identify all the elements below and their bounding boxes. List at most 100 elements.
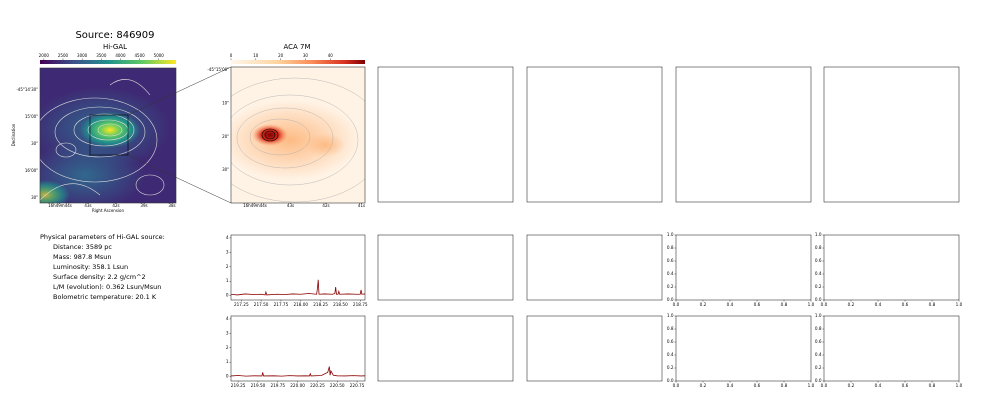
panel-title: Hi-GAL <box>103 43 127 51</box>
x-tick-label: 1.0 <box>808 302 815 307</box>
y-tick-label: 0.6 <box>667 339 674 344</box>
colorbar-tick-label: 30 <box>303 53 309 58</box>
panel-title: ACA 7M <box>283 43 310 51</box>
colorbar-tick-label: 0 <box>230 53 233 58</box>
colorbar-tick-label: 2500 <box>58 53 69 58</box>
x-tick-label: 218.75 <box>353 302 368 307</box>
x-tick-label: 217.50 <box>254 302 269 307</box>
parameter-line: L/M (evolution): 0.362 Lsun/Msun <box>53 283 161 291</box>
y-tick-label: 0.4 <box>815 271 822 276</box>
x-tick-label: 41s <box>358 203 365 208</box>
y-tick-label: -45°14'30" <box>16 87 38 92</box>
x-tick-label: 0.4 <box>875 302 882 307</box>
x-tick-label: 42s <box>322 203 329 208</box>
x-tick-label: 42s <box>112 203 119 208</box>
axes-frame <box>675 234 812 301</box>
y-tick-label: 0.8 <box>815 326 822 331</box>
y-tick-label: 0.2 <box>815 284 822 289</box>
x-tick-label: 0.2 <box>848 302 855 307</box>
y-tick-label: 15'00" <box>25 114 38 119</box>
y-tick-label: 0.6 <box>667 258 674 263</box>
x-tick-label: 0.6 <box>902 302 909 307</box>
y-tick-label: 30" <box>222 167 229 172</box>
x-tick-label: 0.2 <box>700 302 707 307</box>
y-tick-label: 0.8 <box>667 245 674 250</box>
colorbar-tick-label: 5000 <box>154 53 165 58</box>
y-tick-label: 30" <box>31 195 38 200</box>
parameter-line: Mass: 987.8 Msun <box>53 253 112 261</box>
y-tick-label: 1.0 <box>815 232 822 237</box>
x-tick-label: 219.50 <box>251 383 266 388</box>
x-tick-label: 0.6 <box>754 383 761 388</box>
x-tick-label: 220.75 <box>350 383 365 388</box>
axes-frame <box>675 315 812 382</box>
y-axis-label: Declination <box>11 123 16 146</box>
y-tick-label: 4 <box>226 235 229 240</box>
colorbar-tick-label: 2000 <box>39 53 50 58</box>
x-tick-label: 218.00 <box>293 302 308 307</box>
spectrum-line <box>230 279 366 296</box>
colorbar-tick-label: 10 <box>253 53 259 58</box>
x-tick-label: 1.0 <box>956 383 963 388</box>
x-tick-label: 220.25 <box>310 383 325 388</box>
y-tick-label: 3 <box>226 330 229 335</box>
colorbar <box>231 60 365 64</box>
x-tick-label: 0.8 <box>929 383 936 388</box>
y-tick-label: 0.2 <box>667 284 674 289</box>
y-tick-label: 0.0 <box>815 297 822 302</box>
x-tick-label: 0.0 <box>821 302 828 307</box>
y-tick-label: 4 <box>226 316 229 321</box>
y-tick-label: 0.0 <box>667 378 674 383</box>
x-tick-label: 0.4 <box>727 302 734 307</box>
parameter-line: Bolometric temperature: 20.1 K <box>53 293 157 301</box>
y-tick-label: 0.4 <box>667 352 674 357</box>
x-tick-label: 217.25 <box>234 302 249 307</box>
axes-frame <box>823 315 960 382</box>
y-tick-label: 1.0 <box>667 232 674 237</box>
y-tick-label: 0.2 <box>815 365 822 370</box>
x-tick-label: 1.0 <box>956 302 963 307</box>
x-tick-label: 38s <box>168 203 175 208</box>
y-tick-label: 1.0 <box>667 313 674 318</box>
y-tick-label: 0 <box>226 374 229 379</box>
y-tick-label: 0.6 <box>815 339 822 344</box>
y-tick-label: 0.8 <box>667 326 674 331</box>
parameters-heading: Physical parameters of Hi-GAL source: <box>40 233 165 241</box>
x-tick-label: 0.0 <box>821 383 828 388</box>
y-tick-label: 1 <box>226 359 229 364</box>
colorbar-tick-label: 4000 <box>115 53 126 58</box>
colorbar-tick-label: 40 <box>328 53 334 58</box>
figure-title: Source: 846909 <box>75 30 154 41</box>
x-tick-label: 16h49m44s <box>243 203 267 208</box>
y-tick-label: 10" <box>222 100 229 105</box>
x-tick-label: 220.50 <box>330 383 345 388</box>
y-tick-label: 0.0 <box>815 378 822 383</box>
x-tick-label: 0.6 <box>902 383 909 388</box>
colorbar-tick-label: 3500 <box>96 53 107 58</box>
axes-frame <box>230 315 366 382</box>
y-tick-label: 0.2 <box>667 365 674 370</box>
y-tick-label: 16'00" <box>25 168 38 173</box>
y-tick-label: 1.0 <box>815 313 822 318</box>
x-tick-label: 0.2 <box>848 383 855 388</box>
x-tick-label: 0.0 <box>673 302 680 307</box>
x-tick-label: 0.8 <box>781 302 788 307</box>
x-tick-label: 218.50 <box>333 302 348 307</box>
y-tick-label: 0.6 <box>815 258 822 263</box>
x-tick-label: 43s <box>84 203 91 208</box>
parameter-line: Luminosity: 358.1 Lsun <box>53 263 128 271</box>
y-tick-label: -45°15'00" <box>207 67 229 72</box>
y-tick-label: 20" <box>222 134 229 139</box>
colorbar-tick-label: 20 <box>278 53 284 58</box>
x-tick-label: 39s <box>140 203 147 208</box>
y-tick-label: 0.4 <box>815 352 822 357</box>
x-tick-label: 217.75 <box>274 302 289 307</box>
y-tick-label: 0.0 <box>667 297 674 302</box>
x-tick-label: 220.00 <box>290 383 305 388</box>
colorbar-tick-label: 3000 <box>77 53 88 58</box>
y-tick-label: 2 <box>226 345 229 350</box>
x-tick-label: 43s <box>287 203 294 208</box>
parameter-line: Distance: 3589 pc <box>53 243 112 251</box>
empty-panels <box>377 66 960 382</box>
